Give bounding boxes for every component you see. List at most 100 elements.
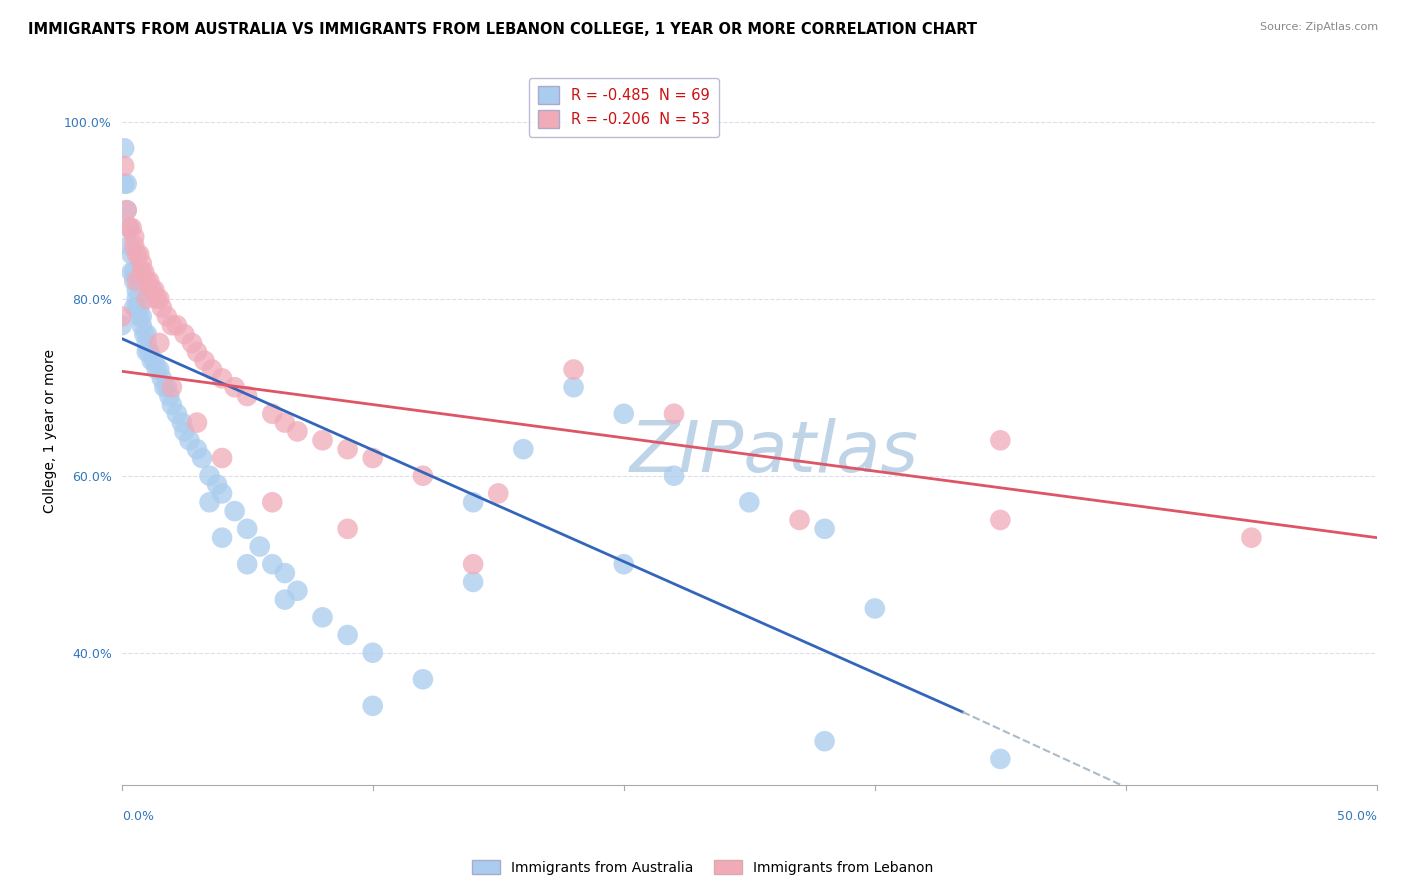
Point bbox=[121, 220, 143, 235]
Point bbox=[125, 301, 148, 315]
Point bbox=[211, 450, 233, 465]
Point bbox=[262, 558, 284, 572]
Text: IMMIGRANTS FROM AUSTRALIA VS IMMIGRANTS FROM LEBANON COLLEGE, 1 YEAR OR MORE COR: IMMIGRANTS FROM AUSTRALIA VS IMMIGRANTS … bbox=[28, 22, 977, 37]
Point bbox=[186, 344, 208, 359]
Point bbox=[311, 434, 333, 448]
Point bbox=[115, 177, 138, 191]
Point bbox=[173, 425, 195, 439]
Point bbox=[122, 274, 145, 288]
Point bbox=[131, 265, 153, 279]
Point bbox=[118, 220, 141, 235]
Point bbox=[1240, 531, 1263, 545]
Point bbox=[662, 407, 685, 421]
Point bbox=[153, 380, 176, 394]
Point bbox=[361, 698, 384, 713]
Point bbox=[613, 558, 636, 572]
Text: 50.0%: 50.0% bbox=[1337, 811, 1376, 823]
Point bbox=[160, 398, 183, 412]
Point bbox=[486, 486, 509, 500]
Point bbox=[121, 247, 143, 261]
Point bbox=[863, 601, 886, 615]
Point bbox=[236, 522, 259, 536]
Point bbox=[166, 318, 188, 333]
Point bbox=[336, 442, 359, 457]
Point bbox=[211, 371, 233, 385]
Point bbox=[988, 434, 1011, 448]
Point bbox=[813, 734, 835, 748]
Point bbox=[148, 362, 170, 376]
Point bbox=[988, 513, 1011, 527]
Point bbox=[134, 327, 156, 342]
Point bbox=[274, 416, 297, 430]
Point bbox=[562, 380, 585, 394]
Point bbox=[336, 522, 359, 536]
Point bbox=[170, 416, 193, 430]
Legend: Immigrants from Australia, Immigrants from Lebanon: Immigrants from Australia, Immigrants fr… bbox=[467, 855, 939, 880]
Point bbox=[157, 389, 180, 403]
Point bbox=[135, 292, 157, 306]
Point bbox=[262, 407, 284, 421]
Point bbox=[134, 265, 156, 279]
Point bbox=[236, 558, 259, 572]
Point bbox=[789, 513, 811, 527]
Point bbox=[412, 673, 434, 687]
Point bbox=[738, 495, 761, 509]
Point bbox=[125, 292, 148, 306]
Text: Source: ZipAtlas.com: Source: ZipAtlas.com bbox=[1260, 22, 1378, 32]
Point bbox=[131, 310, 153, 324]
Point bbox=[361, 646, 384, 660]
Point bbox=[224, 504, 246, 518]
Point bbox=[122, 229, 145, 244]
Point bbox=[128, 301, 150, 315]
Point bbox=[988, 752, 1011, 766]
Point bbox=[193, 353, 215, 368]
Point bbox=[160, 380, 183, 394]
Point bbox=[211, 531, 233, 545]
Point bbox=[150, 371, 173, 385]
Point bbox=[111, 310, 134, 324]
Point bbox=[131, 256, 153, 270]
Point bbox=[138, 274, 160, 288]
Point bbox=[191, 450, 214, 465]
Text: ZIPatlas: ZIPatlas bbox=[630, 418, 920, 487]
Point bbox=[463, 558, 485, 572]
Point bbox=[141, 283, 163, 297]
Point bbox=[336, 628, 359, 642]
Point bbox=[128, 310, 150, 324]
Point bbox=[121, 265, 143, 279]
Point bbox=[143, 283, 166, 297]
Point bbox=[156, 310, 179, 324]
Point bbox=[115, 203, 138, 218]
Point bbox=[112, 159, 135, 173]
Point bbox=[198, 495, 221, 509]
Point bbox=[115, 203, 138, 218]
Point bbox=[135, 327, 157, 342]
Point bbox=[135, 335, 157, 350]
Point bbox=[125, 274, 148, 288]
Point bbox=[186, 442, 208, 457]
Point bbox=[205, 477, 228, 491]
Point bbox=[160, 318, 183, 333]
Point bbox=[125, 283, 148, 297]
Point bbox=[463, 574, 485, 589]
Point bbox=[186, 416, 208, 430]
Point bbox=[287, 425, 309, 439]
Point bbox=[613, 407, 636, 421]
Point bbox=[361, 450, 384, 465]
Point bbox=[181, 335, 204, 350]
Point bbox=[148, 292, 170, 306]
Point bbox=[112, 177, 135, 191]
Point bbox=[463, 495, 485, 509]
Point bbox=[146, 292, 169, 306]
Point bbox=[148, 335, 170, 350]
Y-axis label: College, 1 year or more: College, 1 year or more bbox=[44, 350, 58, 514]
Point bbox=[122, 238, 145, 252]
Point bbox=[166, 407, 188, 421]
Point bbox=[211, 486, 233, 500]
Point bbox=[112, 141, 135, 155]
Point bbox=[128, 247, 150, 261]
Point bbox=[131, 318, 153, 333]
Point bbox=[135, 344, 157, 359]
Point bbox=[122, 301, 145, 315]
Point bbox=[201, 362, 224, 376]
